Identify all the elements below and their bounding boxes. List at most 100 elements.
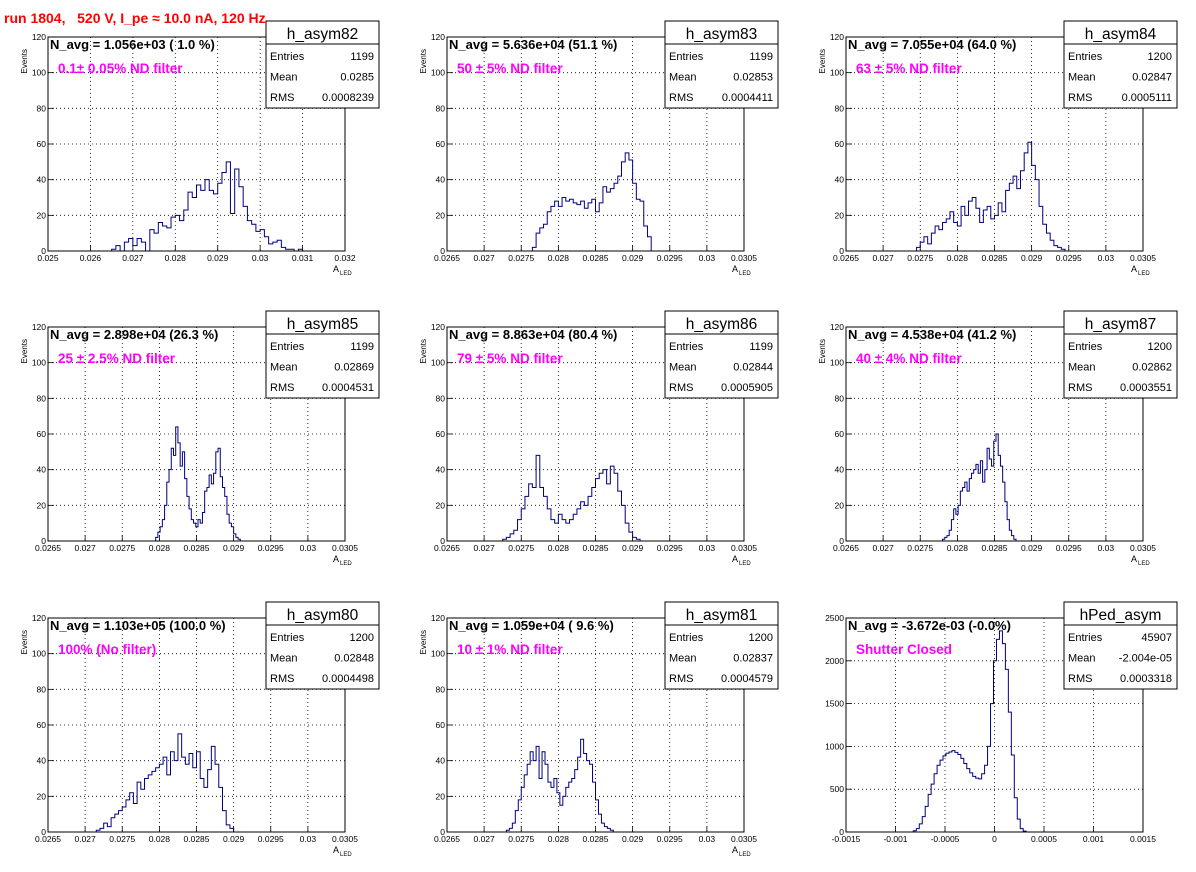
x-tick-label: -0.001 <box>883 834 907 844</box>
navg-label: N_avg = 8.863e+04 (80.4 %) <box>449 327 617 342</box>
stats-label: Entries <box>669 51 704 63</box>
x-tick-label: 0.0305 <box>731 834 757 844</box>
stats-value: 0.02853 <box>733 72 773 84</box>
x-tick-label: 0.0005 <box>1031 834 1057 844</box>
histogram-svg: 0.0265 0.027 0.0275 0.028 0.0285 0.029 0.0295 0… <box>419 310 779 567</box>
x-tick-label: 0.027 <box>473 253 495 263</box>
histogram-series <box>95 733 235 832</box>
x-tick-label: 0.027 <box>473 834 495 844</box>
stats-value: 1200 <box>350 632 374 644</box>
stats-label: RMS <box>1068 382 1092 394</box>
stats-label: RMS <box>669 92 693 104</box>
x-tick-label: 0.0295 <box>258 834 284 844</box>
x-tick-label: 0.029 <box>223 834 245 844</box>
x-tick-label: 0.029 <box>1021 253 1043 263</box>
stats-value: 45907 <box>1141 632 1172 644</box>
stats-box <box>664 624 779 690</box>
navg-label: N_avg = 5.636e+04 (51.1 %) <box>449 37 617 52</box>
filter-label: Shutter Closed <box>856 642 952 657</box>
y-tick-label: 120 <box>431 613 445 623</box>
stats-value: 0.02869 <box>334 362 374 374</box>
stats-value: 0.0004531 <box>322 382 374 394</box>
x-tick-label: 0.03 <box>252 253 269 263</box>
x-tick-label: 0.0285 <box>982 253 1008 263</box>
stats-label: Mean <box>669 653 697 665</box>
x-tick-label: -0.0005 <box>931 834 960 844</box>
x-tick-label: 0.0295 <box>258 543 284 553</box>
histogram-series <box>916 141 1066 251</box>
run-title: run 1804, 520 V, I_pe ≈ 10.0 nA, 120 Hz <box>4 10 266 26</box>
x-tick-label: 0.0285 <box>982 543 1008 553</box>
y-tick-label: 20 <box>835 210 845 220</box>
histogram-svg: 0.0265 0.027 0.0275 0.028 0.0285 0.029 0.0295 0… <box>20 310 380 567</box>
y-tick-label: 0 <box>41 827 46 837</box>
histogram-panel-h_asym83: 0.0265 0.027 0.0275 0.028 0.0285 0.029 0.0295 0… <box>399 0 798 290</box>
y-tick-label: 120 <box>830 322 844 332</box>
y-tick-label: 20 <box>436 210 446 220</box>
histogram-name: hPed_asym <box>1080 607 1162 624</box>
x-tick-label: 0.0295 <box>657 834 683 844</box>
y-tick-label: 80 <box>835 103 845 113</box>
x-tick-label: 0.026 <box>80 253 102 263</box>
histogram-panel-h_asym84: 0.0265 0.027 0.0275 0.028 0.0285 0.029 0.0295 0… <box>798 0 1196 290</box>
filter-label: 25 ± 2.5% ND filter <box>58 351 176 366</box>
x-tick-label: 0.0275 <box>508 834 534 844</box>
y-tick-label: 100 <box>830 358 844 368</box>
stats-value: 1200 <box>749 632 773 644</box>
x-tick-label: 0.027 <box>122 253 144 263</box>
histogram-svg: 0.0265 0.027 0.0275 0.028 0.0285 0.029 0.0295 0… <box>20 601 380 858</box>
x-tick-label: 0.03 <box>699 543 716 553</box>
filter-label: 40 ± 4% ND filter <box>856 351 962 366</box>
stats-box <box>1063 333 1178 399</box>
navg-label: N_avg = 2.898e+04 (26.3 %) <box>50 327 218 342</box>
histogram-series <box>912 630 1027 832</box>
y-tick-label: 60 <box>436 720 446 730</box>
x-axis-title-subscript: LED <box>340 852 352 858</box>
x-tick-label: 0.03 <box>1098 253 1115 263</box>
histogram-svg: 0.0265 0.027 0.0275 0.028 0.0285 0.029 0.0295 0… <box>419 601 779 858</box>
stats-label: Mean <box>270 362 298 374</box>
y-tick-label: 0 <box>440 246 445 256</box>
y-tick-label: 80 <box>436 103 446 113</box>
y-tick-label: 40 <box>37 756 47 766</box>
stats-value: 0.0004411 <box>722 92 773 104</box>
x-tick-label: 0.029 <box>207 253 229 263</box>
stats-value: 1199 <box>749 51 773 63</box>
y-tick-label: 1500 <box>825 699 844 709</box>
y-tick-label: 40 <box>436 465 446 475</box>
stats-label: RMS <box>669 673 693 685</box>
navg-label: N_avg = 7.055e+04 (64.0 %) <box>848 37 1016 52</box>
x-tick-label: 0.0265 <box>833 253 859 263</box>
stats-value: 0.0005905 <box>721 382 773 394</box>
y-tick-label: 80 <box>37 393 47 403</box>
x-tick-label: 0.0265 <box>434 253 460 263</box>
y-tick-label: 100 <box>32 649 46 659</box>
histogram-name: h_asym84 <box>1085 26 1157 43</box>
y-tick-label: 60 <box>436 139 446 149</box>
filter-label: 10 ± 1% ND filter <box>457 642 563 657</box>
navg-label: N_avg = 1.056e+03 ( 1.0 %) <box>50 37 215 52</box>
y-tick-label: 20 <box>436 500 446 510</box>
y-tick-label: 40 <box>37 465 47 475</box>
stats-label: Mean <box>669 362 697 374</box>
y-tick-label: 40 <box>37 175 47 185</box>
histogram-series <box>155 426 241 541</box>
x-tick-label: 0.0285 <box>583 834 609 844</box>
x-tick-label: 0.0275 <box>907 543 933 553</box>
stats-value: 0.02862 <box>1132 362 1172 374</box>
stats-value: 0.0004498 <box>322 673 374 685</box>
filter-label: 50 ± 5% ND filter <box>457 61 563 76</box>
x-tick-label: 0.029 <box>622 543 644 553</box>
y-axis-title: Events <box>419 339 428 363</box>
y-tick-label: 100 <box>32 68 46 78</box>
y-tick-label: 120 <box>830 32 844 42</box>
x-tick-label: 0.0265 <box>434 834 460 844</box>
x-axis-title-subscript: LED <box>340 561 352 567</box>
histogram-series <box>942 433 1017 541</box>
y-tick-label: 60 <box>436 429 446 439</box>
histogram-name: h_asym86 <box>686 316 758 333</box>
stats-label: Entries <box>669 341 704 353</box>
x-tick-label: 0.0285 <box>583 543 609 553</box>
x-tick-label: 0.028 <box>548 834 570 844</box>
y-tick-label: 100 <box>431 649 445 659</box>
